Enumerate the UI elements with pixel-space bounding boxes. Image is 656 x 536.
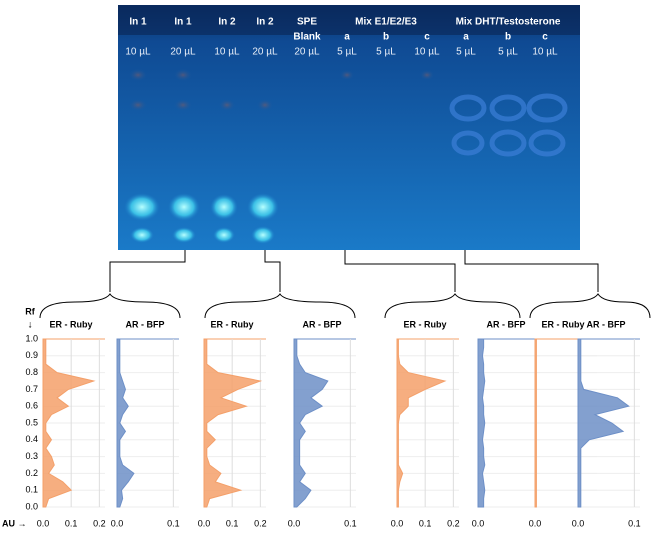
connectors: [40, 250, 650, 318]
lane-volume: 5 µL: [337, 47, 357, 58]
lane-volume: 20 µL: [170, 47, 196, 58]
au-label: AU →: [2, 518, 27, 528]
lane-label: c: [542, 32, 548, 43]
panel-header: AR - BFP: [303, 319, 342, 329]
y-tick-label: 0.2: [25, 468, 38, 478]
x-tick-label: 0.1: [344, 518, 357, 528]
x-tick-label: 0.0: [472, 518, 485, 528]
y-tick-label: 0.6: [25, 401, 38, 411]
profile-area: [478, 339, 485, 507]
lane-volume: 20 µL: [294, 47, 320, 58]
x-tick-label: 0.0: [288, 518, 301, 528]
group-label: Mix E1/E2/E3: [355, 17, 417, 28]
lane-sublabel: Blank: [293, 32, 321, 43]
lane-label: In 1: [129, 17, 147, 28]
x-tick-label: 0.1: [419, 518, 432, 528]
rf-label: Rf: [25, 306, 35, 316]
y-tick-label: 0.7: [25, 384, 38, 394]
panel-header: ER - Ruby: [210, 319, 253, 329]
lane-label: c: [424, 32, 430, 43]
y-tick-label: 0.1: [25, 485, 38, 495]
x-tick-label: 0.0: [391, 518, 404, 528]
panel-header: ER - Ruby: [403, 319, 446, 329]
y-tick-label: 0.4: [25, 434, 38, 444]
rf-arrow: ↓: [28, 320, 33, 331]
lane-label: In 2: [256, 17, 274, 28]
lane-volume: 10 µL: [214, 47, 240, 58]
y-tick-label: 0.0: [25, 501, 38, 511]
panel-header: AR - BFP: [126, 319, 165, 329]
x-tick-label: 0.1: [167, 518, 180, 528]
lane-volume: 5 µL: [456, 47, 476, 58]
lane-label: b: [383, 32, 389, 43]
x-tick-label: 0.2: [93, 518, 106, 528]
lane-label: a: [344, 32, 350, 43]
x-tick-label: 0.0: [198, 518, 211, 528]
x-tick-label: 0.0: [111, 518, 124, 528]
lane-label: b: [505, 32, 511, 43]
figure: Rf ↓ AU → In 1 10 µL In 1 20 µL In 2 10 µL In …: [0, 0, 656, 531]
y-tick-label: 0.9: [25, 350, 38, 360]
lane-volume: 5 µL: [498, 47, 518, 58]
x-tick-label: 0.1: [226, 518, 239, 528]
y-tick-label: 0.8: [25, 367, 38, 377]
lane-volume: 5 µL: [376, 47, 396, 58]
x-tick-label: 0.2: [447, 518, 460, 528]
lane-label: a: [463, 32, 469, 43]
y-tick-label: 0.3: [25, 451, 38, 461]
panel-header: AR - BFP: [487, 319, 526, 329]
lane-label: In 2: [218, 17, 236, 28]
panel-header: ER - Ruby: [49, 319, 92, 329]
lane-label: In 1: [174, 17, 192, 28]
panel-header: ER - Ruby: [541, 319, 584, 329]
lane-volume: 10 µL: [414, 47, 440, 58]
profile-area: [535, 339, 536, 507]
x-tick-label: 0.2: [254, 518, 267, 528]
y-tick-label: 0.5: [25, 417, 38, 427]
x-tick-label: 0.0: [37, 518, 50, 528]
panel-header: AR - BFP: [587, 319, 626, 329]
x-tick-label: 0.0: [529, 518, 542, 528]
lane-volume: 20 µL: [252, 47, 278, 58]
x-tick-label: 0.0: [572, 518, 585, 528]
y-tick-label: 1.0: [25, 333, 38, 343]
group-label: Mix DHT/Testosterone: [456, 17, 561, 28]
x-tick-label: 0.1: [65, 518, 78, 528]
lane-volume: 10 µL: [125, 47, 151, 58]
lane-label: SPE: [297, 17, 317, 28]
x-tick-label: 0.1: [628, 518, 641, 528]
lane-volume: 10 µL: [532, 47, 558, 58]
